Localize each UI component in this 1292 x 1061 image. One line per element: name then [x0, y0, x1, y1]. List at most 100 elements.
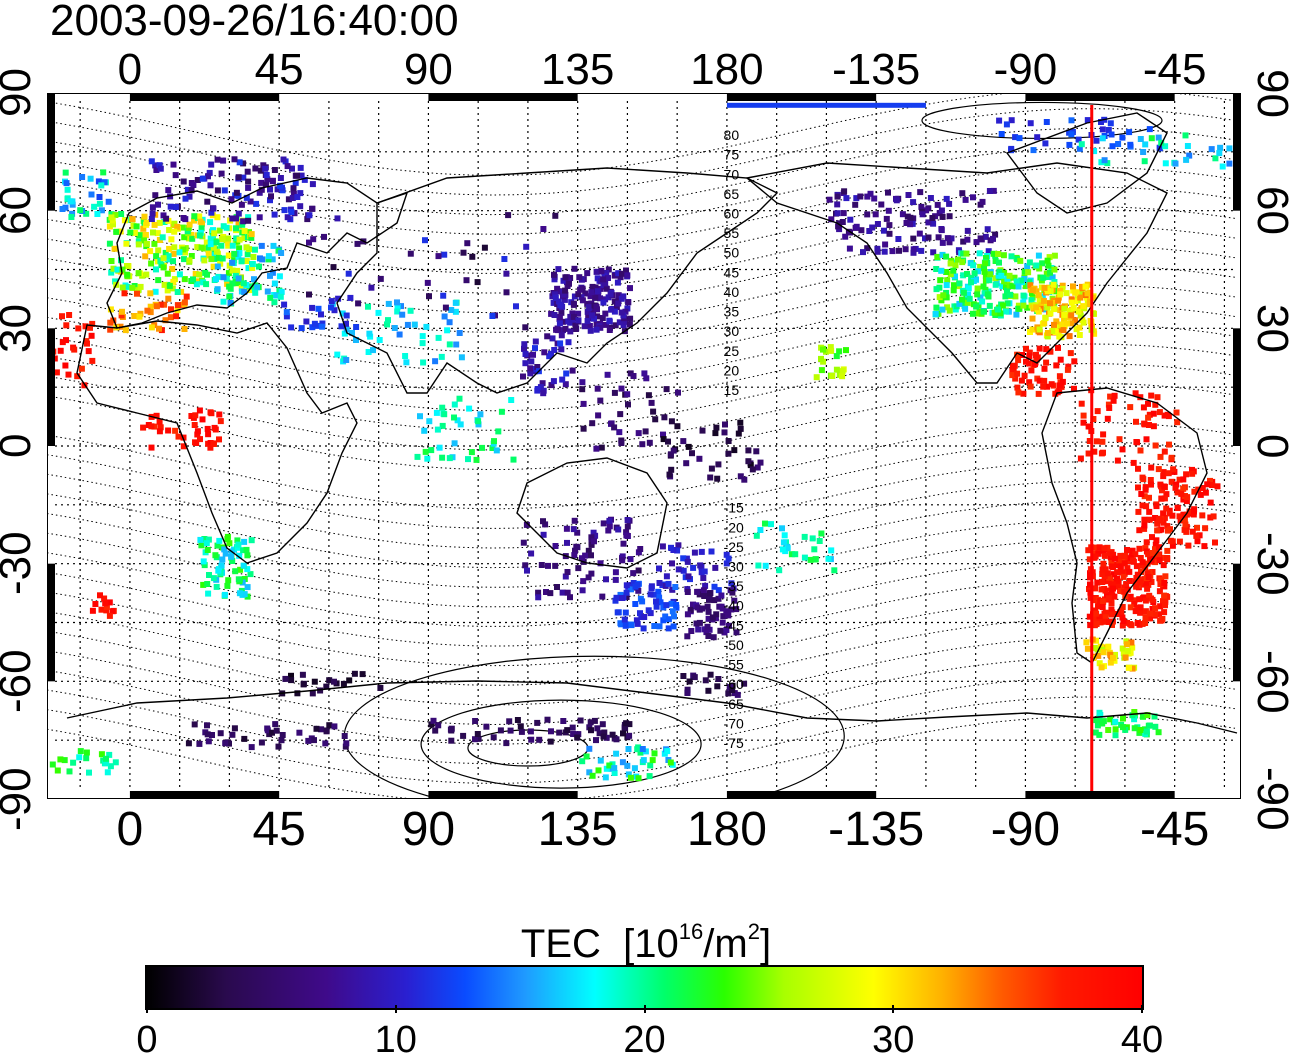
- tec-point: [1020, 299, 1027, 306]
- tec-point: [171, 228, 178, 235]
- tec-point: [640, 625, 647, 632]
- tec-point: [528, 736, 535, 743]
- tec-point: [235, 275, 242, 282]
- tec-point: [580, 578, 587, 585]
- tec-point: [140, 424, 147, 431]
- tec-point: [148, 158, 155, 165]
- tec-point: [548, 382, 555, 389]
- tec-point: [201, 536, 208, 542]
- tec-point: [1161, 592, 1168, 599]
- tec-point: [1152, 605, 1159, 612]
- tec-point: [220, 274, 227, 281]
- tec-point: [699, 427, 706, 434]
- tec-point: [218, 562, 225, 569]
- tec-point: [1131, 601, 1138, 607]
- tec-point: [263, 172, 270, 178]
- tec-point: [1017, 257, 1024, 264]
- tec-point: [1023, 345, 1029, 352]
- bottom-tick-label: 135: [537, 803, 618, 856]
- tec-point: [936, 294, 943, 301]
- tec-point: [105, 198, 112, 205]
- tec-point: [1141, 158, 1148, 165]
- tec-point: [543, 589, 549, 595]
- tec-point: [918, 247, 925, 254]
- tec-point: [1121, 584, 1128, 591]
- tec-point: [593, 304, 600, 310]
- tec-point: [668, 418, 675, 425]
- tec-point: [567, 313, 574, 320]
- tec-point: [210, 263, 217, 270]
- tec-point: [561, 296, 568, 303]
- tec-point: [497, 727, 504, 734]
- tec-point: [981, 265, 987, 272]
- bottom-tick-label: -135: [828, 803, 925, 856]
- tec-point: [690, 601, 696, 608]
- tec-point: [809, 535, 816, 542]
- tec-point: [566, 280, 572, 287]
- tec-point: [635, 567, 642, 574]
- tec-point: [174, 289, 181, 295]
- tec-point: [258, 242, 265, 249]
- tec-point: [619, 595, 625, 601]
- tec-point: [297, 190, 304, 197]
- tec-point: [1124, 547, 1130, 553]
- tec-point: [925, 234, 932, 241]
- tec-point: [422, 448, 429, 455]
- tec-point: [1105, 127, 1112, 133]
- tec-point: [121, 290, 128, 297]
- colorbar-title-main: TEC: [520, 922, 601, 966]
- tec-point: [626, 321, 633, 328]
- tec-point: [603, 734, 610, 741]
- tec-point: [1120, 650, 1127, 656]
- colorbar-unit-exp2: 2: [747, 919, 760, 944]
- tec-point: [1071, 358, 1078, 365]
- tec-point: [595, 412, 602, 419]
- tec-point: [503, 270, 510, 277]
- tec-point: [642, 428, 649, 435]
- tec-point: [997, 310, 1004, 317]
- tec-point: [341, 330, 348, 337]
- tec-point: [244, 552, 251, 559]
- tec-point: [853, 195, 860, 202]
- tec-point: [606, 523, 613, 530]
- tec-point: [1091, 448, 1098, 455]
- tec-point: [653, 603, 660, 610]
- tec-point: [201, 562, 208, 569]
- tec-point: [1164, 547, 1171, 554]
- tec-point: [570, 526, 577, 533]
- tec-point: [974, 291, 981, 298]
- tec-point: [1165, 470, 1172, 477]
- right-tick-label: 30: [1248, 303, 1292, 353]
- tec-point: [424, 279, 431, 286]
- tec-point: [974, 285, 981, 292]
- tec-point: [475, 421, 482, 428]
- tec-point: [1068, 312, 1075, 319]
- tec-point: [225, 239, 232, 246]
- tec-point: [191, 422, 198, 428]
- tec-point: [562, 274, 569, 281]
- tec-point: [592, 532, 599, 539]
- tec-point: [258, 739, 265, 746]
- tec-point: [630, 580, 637, 586]
- tec-point: [588, 300, 595, 307]
- tec-point: [1041, 365, 1048, 372]
- tec-point: [1160, 473, 1167, 480]
- tec-point: [1156, 588, 1163, 595]
- tec-point: [1021, 268, 1028, 275]
- tec-point: [205, 250, 212, 256]
- tec-point: [1131, 709, 1138, 715]
- tec-point: [1108, 131, 1115, 138]
- tec-point: [728, 580, 735, 587]
- tec-point: [1139, 502, 1146, 509]
- tec-point: [536, 736, 543, 743]
- tec-point: [142, 253, 149, 260]
- tec-point: [618, 440, 625, 446]
- tec-point: [1067, 350, 1074, 357]
- tec-point: [89, 320, 96, 327]
- tec-point: [1148, 392, 1155, 399]
- tec-point: [1124, 619, 1130, 626]
- tec-point: [258, 186, 265, 193]
- tec-point: [235, 192, 242, 199]
- tec-point: [902, 246, 909, 253]
- tec-point: [225, 252, 232, 259]
